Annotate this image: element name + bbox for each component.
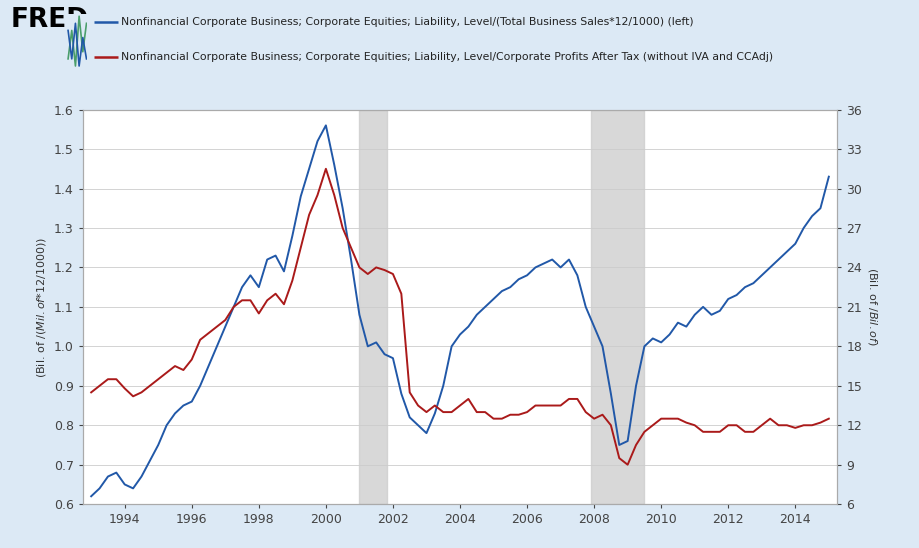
- Text: FRED: FRED: [11, 7, 89, 33]
- Y-axis label: (Bil. of $/Bil. of $): (Bil. of $/Bil. of $): [865, 267, 878, 346]
- Y-axis label: (Bil. of $/(Mil. of $*12/1000)): (Bil. of $/(Mil. of $*12/1000)): [35, 236, 48, 378]
- Text: Nonfinancial Corporate Business; Corporate Equities; Liability, Level/(Total Bus: Nonfinancial Corporate Business; Corpora…: [121, 17, 693, 27]
- Text: Nonfinancial Corporate Business; Corporate Equities; Liability, Level/Corporate : Nonfinancial Corporate Business; Corpora…: [121, 52, 773, 62]
- Bar: [359, 110, 387, 504]
- Bar: [591, 110, 643, 504]
